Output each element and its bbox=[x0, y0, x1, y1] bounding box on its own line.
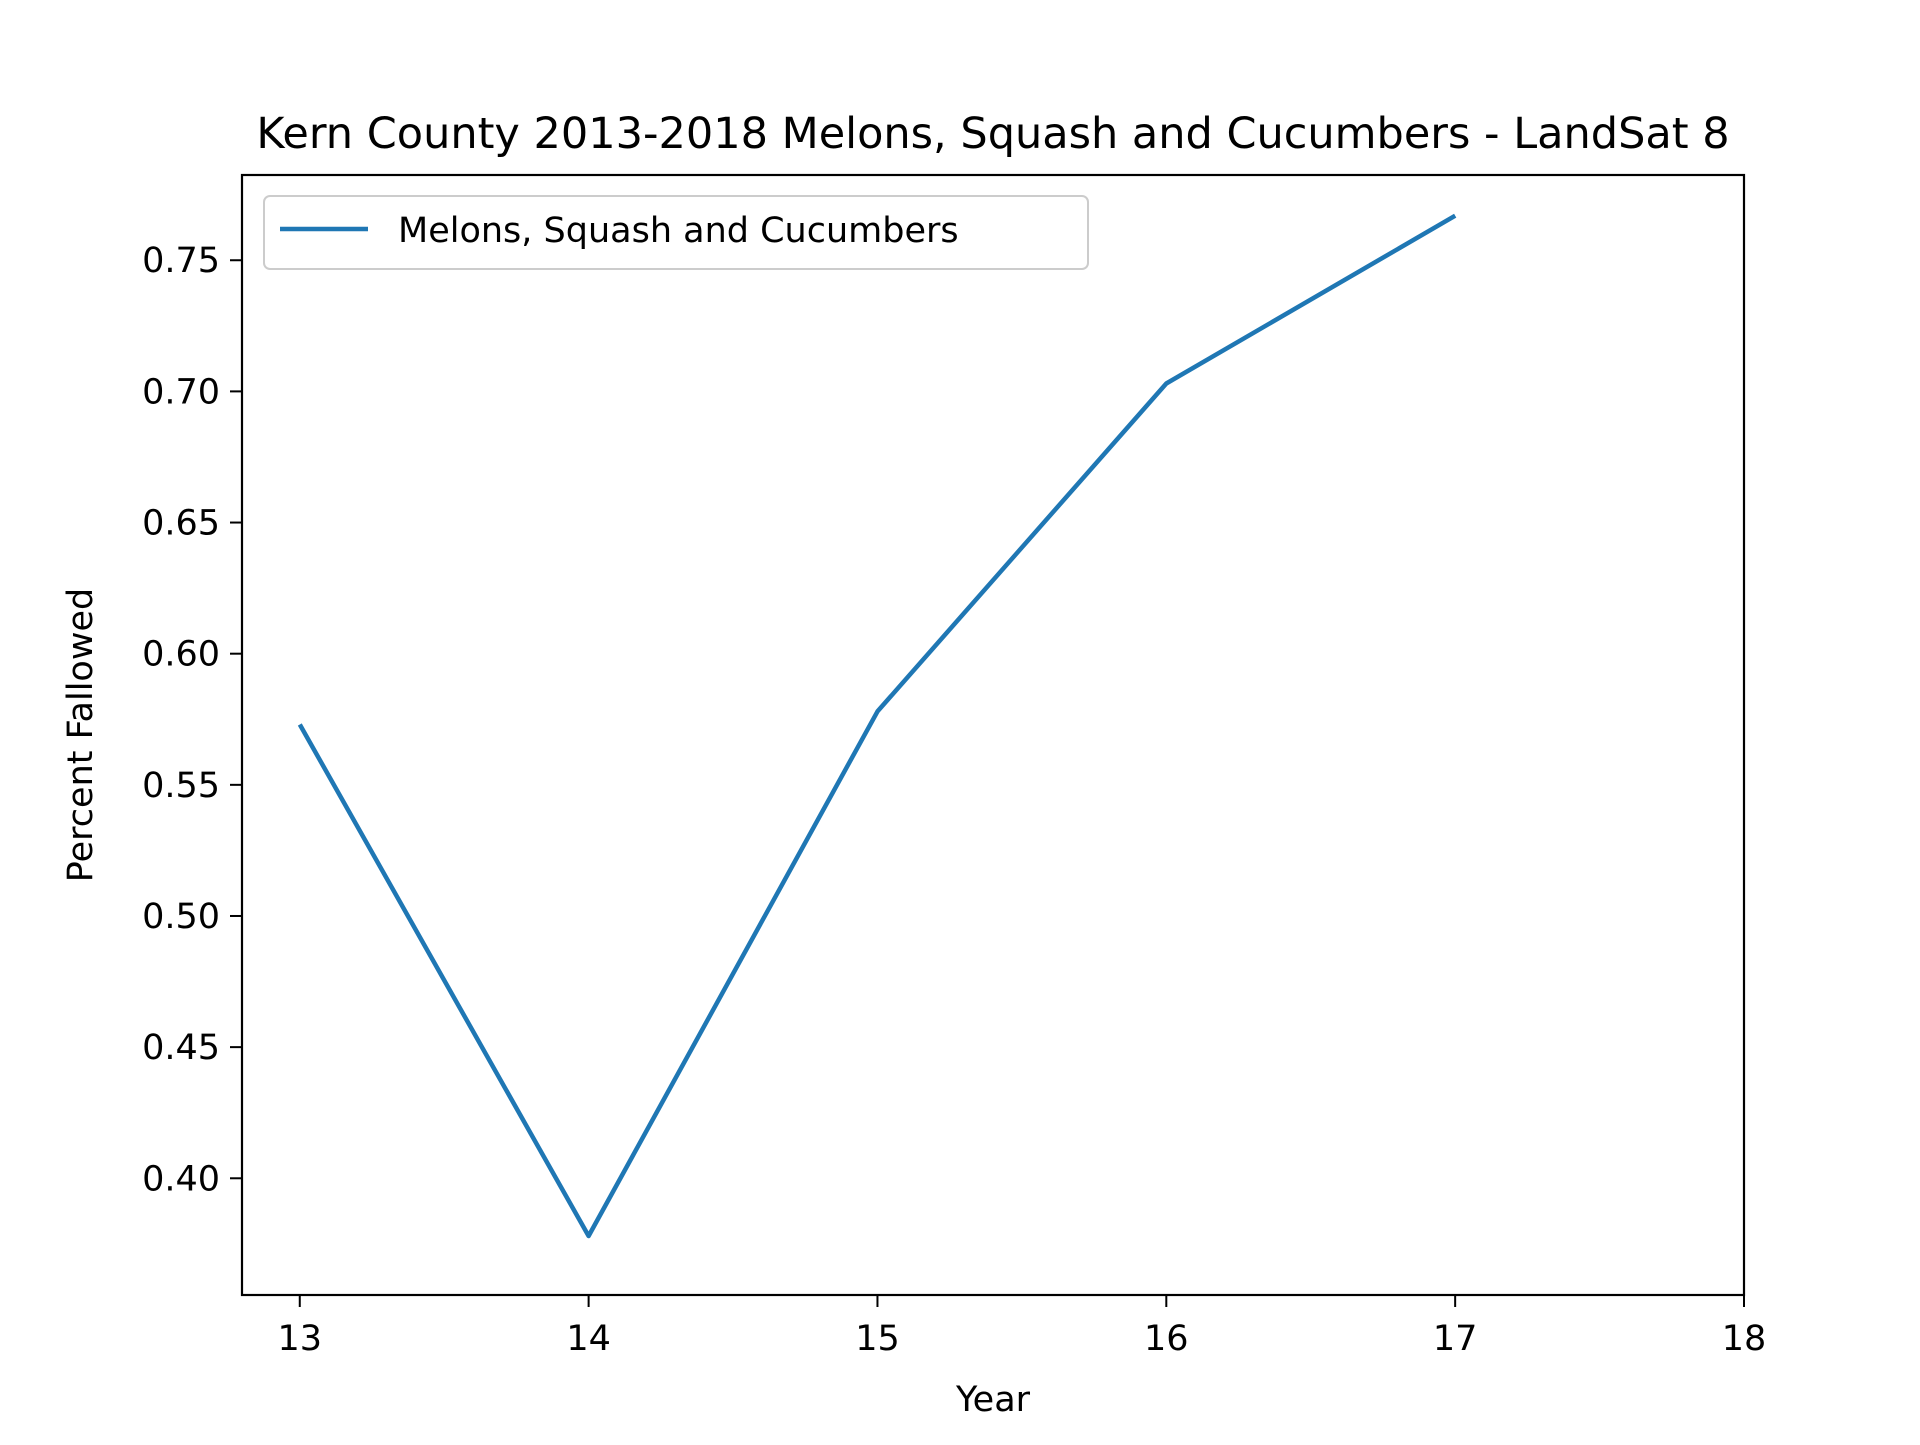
y-tick-label: 0.40 bbox=[142, 1159, 220, 1199]
x-axis: 13 14 15 16 17 18 bbox=[277, 1295, 1766, 1359]
x-tick-label: 17 bbox=[1433, 1319, 1478, 1359]
plot-frame bbox=[240, 173, 1746, 1297]
chart-title: Kern County 2013-2018 Melons, Squash and… bbox=[256, 109, 1729, 159]
x-tick-label: 15 bbox=[855, 1319, 900, 1359]
legend-label: Melons, Squash and Cucumbers bbox=[398, 211, 959, 251]
y-tick-label: 0.60 bbox=[142, 635, 220, 675]
series-layer bbox=[297, 213, 1457, 1239]
x-axis-label: Year bbox=[955, 1380, 1031, 1420]
legend-box bbox=[263, 195, 1089, 270]
legend: Melons, Squash and Cucumbers bbox=[263, 195, 1089, 270]
x-tick-label: 14 bbox=[566, 1319, 611, 1359]
y-tick-label: 0.70 bbox=[142, 372, 220, 412]
series-line bbox=[297, 213, 1457, 1239]
y-tick-label: 0.55 bbox=[142, 766, 220, 806]
y-tick-label: 0.45 bbox=[142, 1028, 220, 1068]
y-axis-label: Percent Fallowed bbox=[61, 588, 101, 882]
y-tick-label: 0.75 bbox=[142, 241, 220, 281]
y-tick-label: 0.65 bbox=[142, 504, 220, 544]
x-tick-label: 16 bbox=[1144, 1319, 1189, 1359]
x-tick-label: 18 bbox=[1722, 1319, 1767, 1359]
y-axis: 0.40 0.45 0.50 0.55 0.60 0.65 0.70 0.75 bbox=[142, 241, 242, 1199]
y-tick-label: 0.50 bbox=[142, 897, 220, 937]
x-tick-label: 13 bbox=[277, 1319, 322, 1359]
